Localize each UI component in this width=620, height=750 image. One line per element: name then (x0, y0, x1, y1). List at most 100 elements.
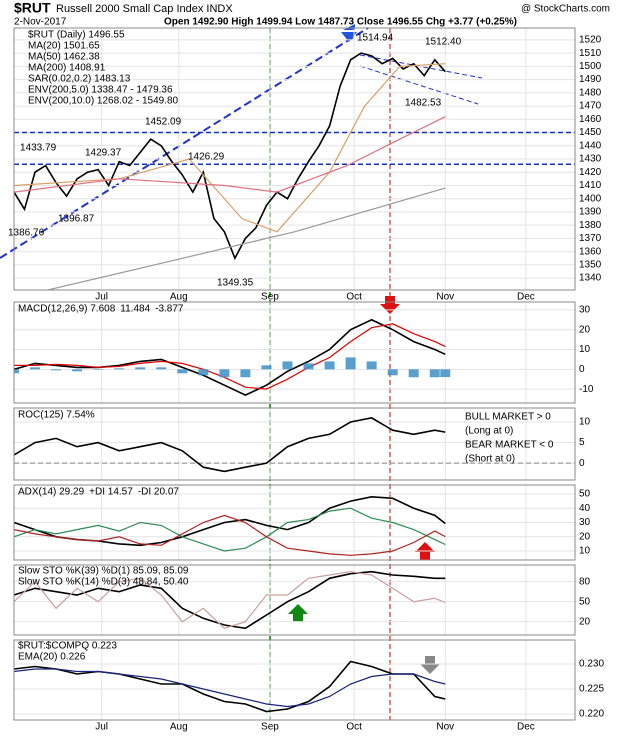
legend-entry: -3.877 (155, 304, 184, 315)
y-tick-label: 1350 (579, 259, 602, 270)
legend-entry: MA(50) 1462.38 (28, 52, 100, 63)
histogram-bar (240, 369, 251, 378)
arrow (288, 604, 308, 622)
quote: Open 1492.90 High 1499.94 Low 1487.73 Cl… (164, 17, 517, 28)
legend-entry: +DI 14.57 (89, 487, 133, 498)
legend-entry: ADX(14) 29.29 (18, 487, 85, 498)
y-tick-label: 1440 (579, 140, 602, 151)
x-tick-label: Sep (261, 292, 279, 303)
y-tick-label: 1460 (579, 114, 602, 125)
y-tick-label: 1450 (579, 127, 602, 138)
y-tick-label: 1500 (579, 61, 602, 72)
histogram-bar (408, 369, 419, 378)
series-line (14, 495, 446, 547)
annotation: 1386.76 (8, 228, 45, 239)
histogram-bar (345, 357, 356, 370)
y-tick-label: 40 (579, 503, 591, 514)
legend-entry: -DI 20.07 (138, 487, 180, 498)
x-tick-label: Oct (346, 292, 362, 303)
y-tick-label: 0 (579, 364, 585, 375)
arrow (380, 296, 400, 314)
panel-frame (13, 484, 576, 561)
series-line (14, 52, 446, 261)
y-tick-label: 50 (579, 489, 591, 500)
channel-line (359, 65, 479, 105)
y-tick-label: 80 (579, 576, 591, 587)
series-line (14, 417, 446, 473)
y-tick-label: 1480 (579, 87, 602, 98)
x-tick-label: Nov (436, 292, 454, 303)
legend-entry: MA(200) 1408.91 (28, 63, 106, 74)
annotation: 1512.40 (425, 37, 462, 48)
y-tick-label: 1490 (579, 74, 602, 85)
series-line (14, 660, 446, 713)
y-tick-label: 10 (579, 417, 591, 428)
histogram-bar (440, 369, 451, 378)
y-tick-label: 50 (579, 596, 591, 607)
panel (14, 640, 575, 720)
x-tick-label: Dec (517, 722, 535, 733)
histogram-bar (429, 369, 440, 378)
legend-entry: ROC(125) 7.54% (18, 410, 95, 421)
histogram-bar (303, 363, 314, 370)
histogram-bar (177, 369, 188, 374)
panel (14, 485, 575, 560)
y-tick-label: 1360 (579, 246, 602, 257)
histogram-bar (30, 367, 41, 370)
y-tick-label: 20 (579, 531, 591, 542)
series-line (14, 116, 446, 193)
panel (14, 408, 575, 480)
y-tick-label: 0 (579, 458, 585, 469)
index-name: Russell 2000 Small Cap Index INDX (56, 3, 233, 15)
panel-frame (13, 27, 576, 291)
histogram-bar (135, 367, 146, 370)
x-tick-label: Aug (170, 722, 188, 733)
annotation: 1514.94 (357, 33, 394, 44)
annotation: (Short at 0) (465, 454, 515, 465)
histogram-bar (156, 367, 167, 370)
histogram-bar (14, 369, 19, 374)
y-tick-label: 1410 (579, 180, 602, 191)
histogram-bar (93, 369, 104, 370)
annotation: 1426.29 (188, 152, 225, 163)
y-tick-label: 1470 (579, 101, 602, 112)
y-tick-label: 1510 (579, 48, 602, 59)
y-tick-label: 20 (579, 324, 591, 335)
symbol: $RUT (14, 0, 51, 16)
x-tick-label: Jul (95, 722, 108, 733)
panel (14, 28, 575, 290)
histogram-bar (387, 369, 398, 376)
legend-entry: ENV(200,5.0) 1338.47 - 1479.36 (28, 85, 173, 96)
histogram-bar (72, 369, 83, 372)
annotation: 1429.37 (85, 148, 122, 159)
legend-entry: MA(20) 1501.65 (28, 41, 100, 52)
histogram-bar (261, 365, 272, 370)
series-line (44, 187, 446, 290)
histogram-bar (282, 361, 293, 370)
histogram-bar (198, 369, 209, 376)
channel-line (359, 54, 483, 79)
x-tick-label: Aug (170, 292, 188, 303)
annotation: 1349.35 (217, 278, 254, 289)
legend-entry: Slow STO %K(39) %D(1) 85.09, 85.09 (18, 566, 189, 577)
y-tick-label: -10 (579, 384, 594, 395)
y-tick-label: 1340 (579, 273, 602, 284)
date: 2-Nov-2017 (14, 17, 67, 28)
annotation: 1396.87 (58, 214, 95, 225)
y-tick-label: 1420 (579, 167, 602, 178)
y-tick-label: 20 (579, 616, 591, 627)
annotation: 1452.09 (145, 117, 182, 128)
y-tick-label: 30 (579, 305, 591, 316)
panel-frame (13, 639, 576, 721)
histogram-bar (366, 361, 377, 370)
panel-frame (13, 301, 576, 404)
annotation: 1482.53 (405, 98, 442, 109)
series-line (14, 668, 446, 708)
x-tick-label: Dec (517, 292, 535, 303)
y-tick-label: 0.230 (579, 659, 604, 670)
y-tick-label: 1430 (579, 154, 602, 165)
series-line (14, 318, 446, 396)
series-line (14, 63, 446, 233)
legend-entry: Slow STO %K(14) %D(3) 48.84, 50.40 (18, 577, 189, 588)
